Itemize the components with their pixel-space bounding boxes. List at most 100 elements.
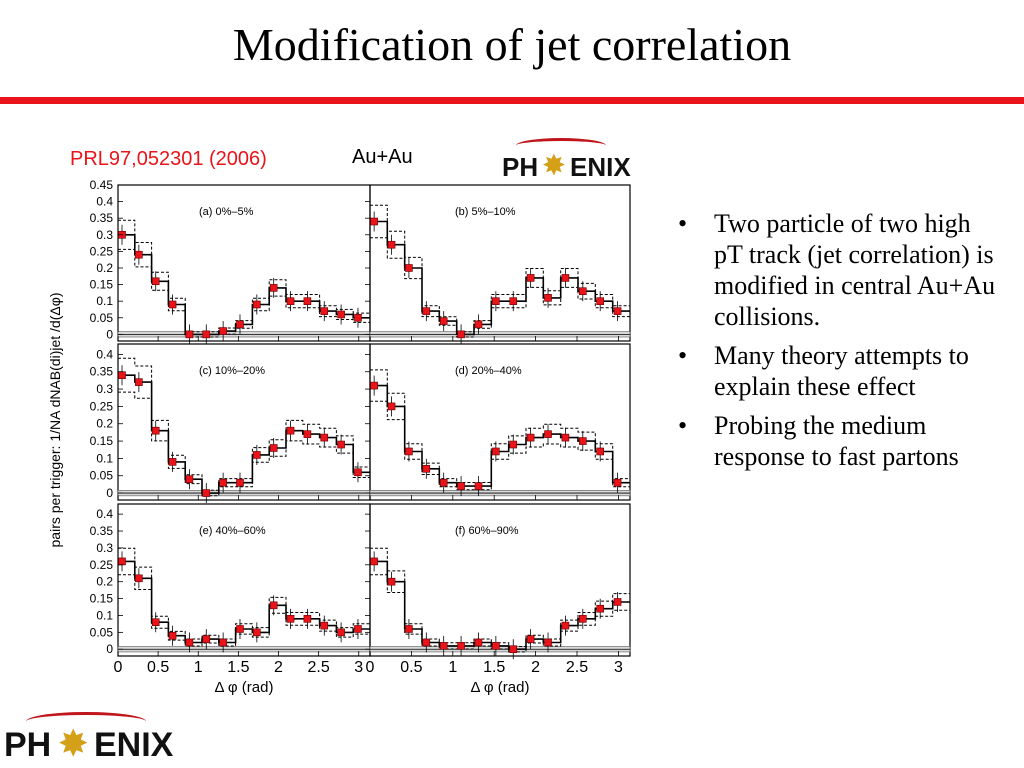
data-point	[320, 621, 329, 630]
data-point	[544, 638, 552, 647]
y-tick-label: 0	[106, 327, 113, 341]
data-point	[219, 478, 227, 487]
logo-text-left: PH	[4, 726, 52, 764]
collision-system-label: Au+Au	[352, 146, 413, 168]
data-point	[286, 615, 295, 623]
x-tick-label: 1	[448, 659, 457, 676]
model-step-line	[370, 384, 630, 487]
data-point	[151, 426, 160, 435]
x-tick-label: 1.5	[227, 659, 249, 676]
y-tick-label: 0.35	[90, 211, 114, 225]
model-upper-dashed	[118, 357, 370, 491]
data-point	[286, 297, 295, 305]
x-axis-label: Δ φ (rad)	[471, 679, 530, 696]
y-tick-label: 0.1	[96, 294, 113, 308]
x-tick-label: 0	[114, 659, 123, 676]
panel-label: (b) 5%–10%	[455, 206, 516, 218]
data-point	[544, 430, 552, 438]
y-tick-label: 0	[106, 642, 113, 656]
model-lower-dashed	[118, 574, 370, 647]
data-point	[219, 327, 227, 335]
y-tick-label: 0.4	[96, 507, 113, 521]
y-tick-label: 0.3	[96, 382, 113, 396]
data-point	[320, 433, 329, 442]
logo-text-left: PH	[502, 152, 539, 182]
x-tick-label: 2.5	[308, 659, 330, 676]
y-tick-label: 0.4	[96, 195, 113, 209]
phoenix-star-icon: ✸	[543, 150, 565, 180]
x-tick-label: 2.5	[566, 659, 588, 676]
data-point	[354, 468, 362, 477]
data-point	[561, 621, 570, 630]
data-point	[370, 381, 378, 390]
data-point	[185, 638, 194, 647]
data-point	[236, 625, 244, 633]
chart-panel: (f) 60%–90% 0 0.5 1 1.5 2 2.5 3 Δ φ (rad)	[366, 503, 631, 696]
chart-panel: (a) 0%–5% 0.45 0.4 0.35 0.3 0.25 0.2 0.15 0.1 0.0…	[90, 178, 371, 345]
data-point	[405, 264, 413, 272]
data-point	[354, 625, 362, 633]
data-point	[439, 478, 448, 487]
model-upper-dashed	[370, 547, 630, 647]
data-point	[613, 598, 622, 606]
data-point	[422, 464, 431, 473]
chart-panel: (c) 10%–20% 0.4 0.35 0.3 0.25 0.2 0.15 0.1 0.05 0	[90, 343, 371, 504]
data-point	[151, 277, 160, 286]
data-point	[439, 317, 448, 325]
data-point	[526, 274, 535, 282]
data-point	[526, 433, 535, 442]
citation-label: PRL97,052301 (2006)	[70, 148, 267, 170]
x-tick-label: 2	[531, 659, 540, 676]
data-point	[474, 482, 483, 490]
data-point	[596, 604, 604, 613]
data-point	[168, 300, 177, 309]
phenix-logo-top: PH ✸ ENIX	[502, 138, 634, 184]
bullet-dot-icon: •	[678, 411, 688, 440]
data-point	[492, 447, 500, 456]
chart-panel: (b) 5%–10%	[369, 184, 631, 345]
y-tick-label: 0.25	[90, 244, 114, 258]
panel-frame	[369, 184, 631, 342]
data-point	[354, 313, 362, 322]
data-point	[303, 430, 312, 438]
x-tick-label: 0.5	[147, 659, 169, 676]
data-point	[269, 444, 278, 452]
data-point	[596, 447, 604, 456]
data-point	[422, 638, 431, 647]
bullet-item: • Probing the medium response to fast par…	[676, 410, 996, 472]
data-point	[405, 447, 413, 456]
data-point	[422, 307, 431, 315]
data-point	[579, 287, 587, 296]
bullet-item: • Two particle of two high pT track (jet …	[676, 208, 996, 332]
x-tick-label: 1	[194, 659, 203, 676]
y-tick-label: 0.45	[90, 178, 114, 192]
data-point	[253, 300, 261, 309]
data-point	[387, 577, 396, 586]
bullet-list: • Two particle of two high pT track (jet …	[676, 208, 996, 480]
data-point	[387, 240, 396, 249]
data-point	[526, 635, 535, 643]
y-axis-label: pairs per trigger: 1/NA dNAB(di)jet /d(Δ…	[47, 293, 63, 548]
data-point	[509, 440, 518, 449]
data-point	[135, 378, 143, 386]
data-point	[185, 330, 194, 339]
panel-label: (d) 20%–40%	[455, 365, 522, 377]
phoenix-star-icon: ✸	[59, 725, 88, 763]
slide-title: Modification of jet correlation	[232, 19, 792, 70]
model-upper-dashed	[118, 547, 370, 640]
data-point	[579, 437, 587, 445]
panel-frame	[369, 503, 631, 657]
data-point	[135, 574, 143, 583]
data-point	[253, 628, 261, 637]
data-point	[269, 284, 278, 292]
y-tick-label: 0.1	[96, 608, 113, 622]
data-point	[613, 307, 622, 315]
bullet-text: Probing the medium response to fast part…	[714, 411, 959, 471]
data-point	[219, 638, 227, 647]
data-point	[337, 440, 345, 449]
logo-text-right: ENIX	[94, 726, 174, 764]
data-point	[474, 638, 483, 647]
data-point	[561, 433, 570, 442]
y-tick-label: 0.25	[90, 558, 114, 572]
